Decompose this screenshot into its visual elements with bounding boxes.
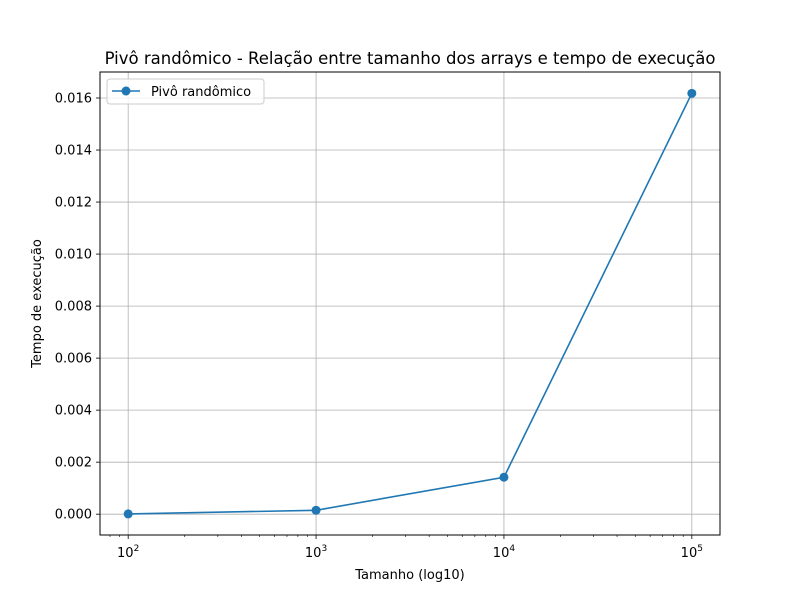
y-tick-label: 0.008 [55,300,92,315]
y-tick-label: 0.014 [55,144,92,159]
x-tick-label: 104 [493,544,516,561]
data-point [687,88,697,98]
series-line [128,92,693,515]
legend: Pivô randômico [106,78,265,105]
y-tick-label: 0.004 [55,404,92,419]
x-tick-label: 102 [117,544,139,561]
x-axis-ticks: 102 103 104 105 [109,535,703,561]
y-tick-label: 0.012 [55,196,92,211]
x-tick-label: 105 [681,544,703,561]
legend-label: Pivô randômico [151,85,251,100]
y-tick-label: 0.016 [55,92,92,107]
legend-box [106,78,265,105]
chart-title: Pivô randômico - Relação entre tamanho d… [105,49,716,68]
x-tick-label: 103 [305,544,327,561]
x-axis-label: Tamanho (log10) [354,568,464,583]
plot-series [123,88,697,519]
y-tick-label: 0.010 [55,248,92,263]
y-tick-label: 0.006 [55,352,92,367]
data-point [311,505,321,515]
plot-area-frame [99,71,721,536]
y-tick-label: 0.000 [55,508,92,523]
data-point [123,509,133,519]
y-tick-label: 0.002 [55,456,92,471]
y-axis-label: Tempo de execução [30,239,45,369]
y-axis-ticks: 0.000 0.002 0.004 0.006 0.008 0.010 0.012 0.014… [55,92,100,523]
data-point [499,472,509,482]
legend-marker-sample [121,86,131,96]
